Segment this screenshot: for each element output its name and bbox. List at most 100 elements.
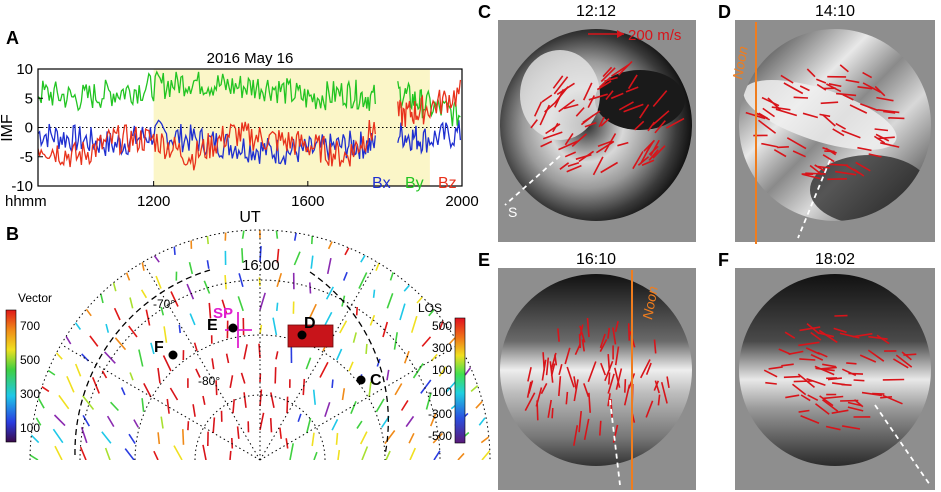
flow-vector: [652, 110, 670, 126]
velocity-vector: [403, 350, 410, 364]
flow-vector: [814, 164, 826, 172]
flow-vector: [792, 383, 807, 396]
flow-vector: [614, 321, 619, 332]
velocity-vector: [143, 383, 152, 398]
ytick-label: -10: [11, 178, 33, 195]
flow-vector: [552, 122, 559, 133]
flow-vector: [625, 86, 639, 93]
velocity-vector: [355, 307, 358, 316]
flow-vector: [807, 394, 819, 402]
velocity-vector: [225, 353, 230, 364]
velocity-vector: [259, 246, 262, 263]
velocity-vector: [153, 450, 159, 460]
velocity-vector: [342, 271, 348, 281]
velocity-vector: [114, 337, 127, 351]
flow-vector: [551, 408, 554, 419]
flow-vector: [575, 153, 592, 160]
velocity-vector: [259, 292, 266, 311]
flow-vector: [765, 381, 777, 385]
flow-vector: [853, 168, 865, 177]
velocity-vector: [360, 251, 368, 263]
velocity-vector: [229, 375, 234, 389]
velocity-vector: [241, 248, 244, 263]
flow-vector: [874, 128, 889, 132]
flow-vector: [822, 154, 835, 163]
velocity-vector: [221, 299, 228, 315]
velocity-vector: [275, 351, 279, 360]
vector-tick-700: 700: [20, 319, 40, 333]
flow-vector: [775, 108, 798, 117]
flow-vector: [632, 150, 644, 170]
flow-vector: [822, 114, 836, 127]
flow-vector: [614, 346, 620, 366]
velocity-vector: [382, 321, 389, 338]
flow-vector: [567, 162, 580, 168]
los-colorbar: [454, 317, 466, 444]
panel-c-time: 12:12: [576, 3, 616, 20]
flow-vector: [892, 358, 909, 369]
flow-vector: [660, 382, 668, 404]
flow-vector: [822, 399, 839, 412]
flow-vector: [639, 359, 651, 379]
flow-vector: [816, 78, 827, 84]
flow-vectors: [763, 314, 917, 431]
flow-vector: [798, 341, 820, 347]
velocity-vector: [279, 427, 282, 439]
flow-vector: [547, 399, 552, 418]
velocity-vector: [310, 255, 314, 269]
flow-vector: [536, 400, 539, 421]
flow-vector: [800, 414, 820, 424]
south-label: S: [508, 204, 517, 220]
flow-vector: [583, 418, 590, 441]
velocity-vector: [361, 446, 369, 460]
velocity-vector: [480, 434, 490, 444]
vector-colorbar: [5, 309, 17, 443]
flow-vector: [862, 82, 881, 94]
velocity-vector: [470, 384, 479, 393]
flow-vector: [758, 119, 777, 134]
flow-vector: [872, 392, 885, 395]
panel-d-letter: D: [718, 2, 731, 22]
flow-vector: [817, 351, 828, 358]
flow-vector: [556, 82, 575, 96]
velocity-vector: [243, 392, 247, 408]
velocity-vector: [399, 303, 406, 321]
site-d-marker: [287, 324, 334, 348]
flow-vector: [612, 327, 617, 345]
flow-vector: [550, 352, 557, 370]
velocity-vector: [224, 275, 227, 290]
flow-vector: [607, 373, 615, 394]
velocity-vector: [151, 251, 160, 263]
flow-vector: [637, 156, 650, 166]
flow-vector: [599, 76, 611, 88]
flow-vector: [545, 357, 550, 376]
flow-vector: [841, 129, 861, 139]
flow-vector: [805, 172, 826, 175]
velocity-vector: [438, 366, 447, 377]
scale-arrow-head: [617, 30, 624, 38]
velocity-vector: [124, 448, 135, 460]
flow-vector: [557, 328, 560, 342]
velocity-vector: [269, 418, 273, 433]
site-f-label: F: [154, 339, 164, 356]
velocity-vector: [160, 416, 164, 429]
flow-vector: [831, 409, 849, 414]
velocity-vector: [101, 431, 112, 444]
panel-a-title: 2016 May 16: [207, 50, 294, 67]
flow-vector: [819, 395, 834, 407]
flow-vector: [579, 324, 584, 336]
flow-vector: [627, 323, 631, 341]
velocity-vector: [229, 450, 232, 460]
flow-vector: [839, 64, 849, 73]
flow-vector: [600, 161, 619, 174]
velocity-vector: [141, 398, 145, 412]
flow-vector: [604, 76, 618, 82]
flow-vector: [876, 334, 890, 345]
flow-vector: [763, 369, 778, 378]
velocity-vector: [238, 273, 244, 288]
lat-label-80: -80°: [198, 374, 220, 388]
ytick-label: -5: [20, 149, 33, 166]
flow-vector: [868, 335, 888, 340]
velocity-vector: [101, 370, 108, 379]
